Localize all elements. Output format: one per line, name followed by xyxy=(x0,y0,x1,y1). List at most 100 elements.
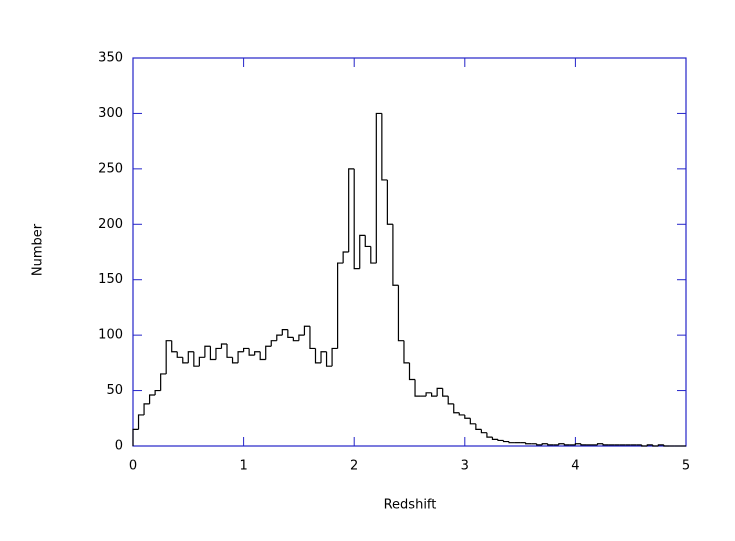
plot-frame xyxy=(132,57,687,447)
histogram-bin xyxy=(193,351,200,367)
histogram-bin xyxy=(408,362,416,381)
x-tick-label: 0 xyxy=(129,459,137,474)
histogram-bin xyxy=(558,443,565,445)
histogram-bin xyxy=(314,348,322,364)
histogram-bin xyxy=(502,440,510,443)
y-tick-label: 150 xyxy=(98,272,123,287)
histogram-bin xyxy=(320,351,327,363)
histogram-bin xyxy=(132,428,139,446)
histogram-bin xyxy=(137,414,145,430)
histogram-bin xyxy=(508,441,515,444)
histogram-bin xyxy=(641,444,648,447)
histogram-bin xyxy=(243,347,250,352)
histogram-bin xyxy=(370,246,377,264)
histogram-bin xyxy=(204,345,211,358)
histogram-bin xyxy=(464,414,471,419)
histogram-bin xyxy=(442,388,449,397)
histogram-bin xyxy=(547,443,554,446)
histogram-bin xyxy=(342,251,349,264)
histogram-bin xyxy=(171,340,178,353)
histogram-bin xyxy=(298,334,305,341)
histogram-bin xyxy=(182,357,189,364)
y-tick-label: 100 xyxy=(98,328,123,343)
histogram-bin xyxy=(657,444,664,446)
histogram-bin xyxy=(337,262,344,349)
y-axis-label: Number xyxy=(31,223,46,276)
x-tick-label: 3 xyxy=(461,459,469,474)
histogram-bin xyxy=(574,443,581,445)
histogram-bin xyxy=(292,337,299,342)
histogram-bin xyxy=(486,432,493,438)
y-tick-label: 0 xyxy=(115,439,123,454)
histogram-bin xyxy=(364,235,371,248)
histogram-bin xyxy=(392,224,399,286)
histogram-bin xyxy=(226,344,233,358)
histogram-bin xyxy=(596,443,604,445)
histogram-bin xyxy=(497,439,504,442)
histogram-bin xyxy=(536,443,543,446)
histogram-bin xyxy=(663,444,670,447)
histogram-bin xyxy=(491,437,498,440)
histogram-bin xyxy=(187,351,194,363)
y-tick-label: 350 xyxy=(98,51,123,66)
histogram-bin xyxy=(453,403,460,414)
histogram-bin xyxy=(231,357,239,364)
histogram-bin xyxy=(458,412,465,416)
histogram-bin xyxy=(397,285,404,342)
histogram-bin xyxy=(220,343,228,349)
histogram-bin xyxy=(254,351,261,356)
histogram-bin xyxy=(270,340,277,347)
histogram-bin xyxy=(475,423,482,430)
x-axis-label: Redshift xyxy=(384,498,437,513)
histogram-bin xyxy=(375,112,382,264)
x-tick-label: 5 xyxy=(682,459,690,474)
histogram-bin xyxy=(160,373,167,391)
histogram-bin xyxy=(525,442,532,445)
histogram-bin xyxy=(646,444,653,446)
histogram-bin xyxy=(541,443,548,445)
histogram-bin xyxy=(237,351,244,363)
histogram-bin xyxy=(381,113,388,181)
histogram-bin xyxy=(403,340,410,364)
histogram-bin xyxy=(148,394,156,404)
y-tick-label: 300 xyxy=(98,106,123,121)
histogram-bin xyxy=(176,351,183,358)
histogram-bin xyxy=(563,443,570,446)
histogram-bin xyxy=(259,351,266,361)
histogram-bin xyxy=(276,334,283,341)
histogram-bin xyxy=(480,429,487,434)
histogram-bin xyxy=(287,329,294,338)
histogram-bin xyxy=(353,168,360,270)
histogram-bin xyxy=(447,396,454,405)
histogram-bin xyxy=(265,345,272,360)
histogram-bin xyxy=(309,326,316,350)
histogram-bin xyxy=(154,389,161,396)
histogram-bin xyxy=(431,392,438,397)
histogram-bin xyxy=(348,168,355,252)
histogram-bin xyxy=(425,392,432,397)
y-tick-label: 200 xyxy=(98,217,123,232)
histogram-bin xyxy=(580,443,587,446)
histogram-bin xyxy=(359,234,366,269)
histogram-bin xyxy=(281,329,288,336)
histogram-bin xyxy=(469,418,476,425)
histogram-bin xyxy=(386,179,393,225)
histogram-bin xyxy=(143,403,150,415)
histogram-bin xyxy=(652,444,659,447)
histogram-bin xyxy=(248,348,255,356)
histogram-bin xyxy=(215,347,222,360)
x-tick-label: 4 xyxy=(571,459,579,474)
histogram-bin xyxy=(325,351,333,367)
histogram-bin xyxy=(165,340,172,374)
histogram-bin xyxy=(436,387,443,397)
histogram-bin xyxy=(331,347,338,367)
histogram-bin xyxy=(414,379,421,397)
x-tick-label: 2 xyxy=(350,459,358,474)
y-tick-label: 250 xyxy=(98,161,123,176)
histogram-bin xyxy=(303,325,310,336)
y-tick-label: 50 xyxy=(106,383,123,398)
histogram-bin xyxy=(209,346,216,361)
histogram-bin xyxy=(198,356,205,367)
x-tick-label: 1 xyxy=(239,459,247,474)
